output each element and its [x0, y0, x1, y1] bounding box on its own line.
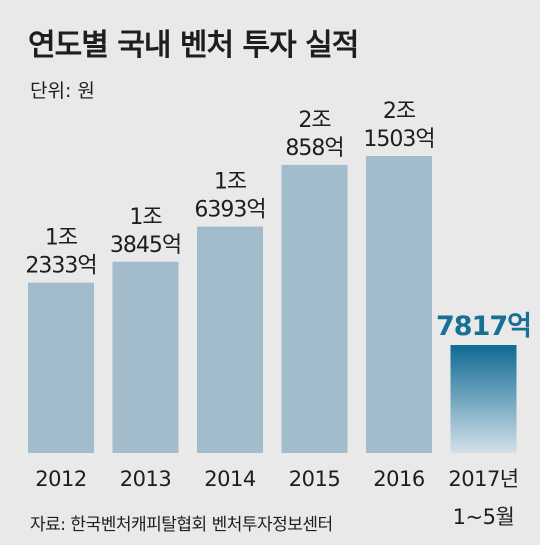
bar-2017년: [450, 345, 517, 453]
source-note: 자료: 한국벤처캐피탈협회 벤처투자정보센터: [30, 515, 333, 535]
x-tick-sublabel-5: 1~5월: [453, 505, 515, 529]
x-tick-label-0: 2012: [35, 467, 86, 491]
data-label-2012-1: 2333억: [25, 254, 96, 279]
data-label-2015-0: 2조: [298, 108, 331, 133]
bar-2014: [197, 226, 263, 453]
bar-2016: [366, 156, 432, 453]
data-label-2014-1: 6393억: [194, 198, 265, 223]
x-tick-label-3: 2015: [289, 467, 340, 491]
data-label-2013-1: 3845억: [110, 233, 181, 258]
data-label-2012-0: 1조: [45, 226, 78, 251]
bar-2013: [112, 261, 179, 453]
data-label-2014-0: 1조: [214, 170, 247, 195]
data-label-2016-1: 1503억: [363, 127, 434, 152]
bar-2015: [281, 164, 348, 453]
unit-label: 단위: 원: [30, 80, 95, 102]
data-label-2015-1: 858억: [285, 136, 343, 161]
chart-title: 연도별 국내 벤처 투자 실적: [28, 28, 359, 63]
x-tick-label-2: 2014: [204, 467, 256, 491]
bar-2012: [28, 282, 94, 453]
x-tick-label-4: 2016: [373, 467, 425, 491]
x-tick-label-1: 2013: [120, 467, 171, 491]
x-tick-label-5: 2017년: [448, 467, 518, 491]
data-label-2017년-0: 7817억: [436, 311, 531, 342]
data-label-2016-0: 2조: [383, 99, 416, 124]
data-label-2013-0: 1조: [129, 205, 162, 230]
